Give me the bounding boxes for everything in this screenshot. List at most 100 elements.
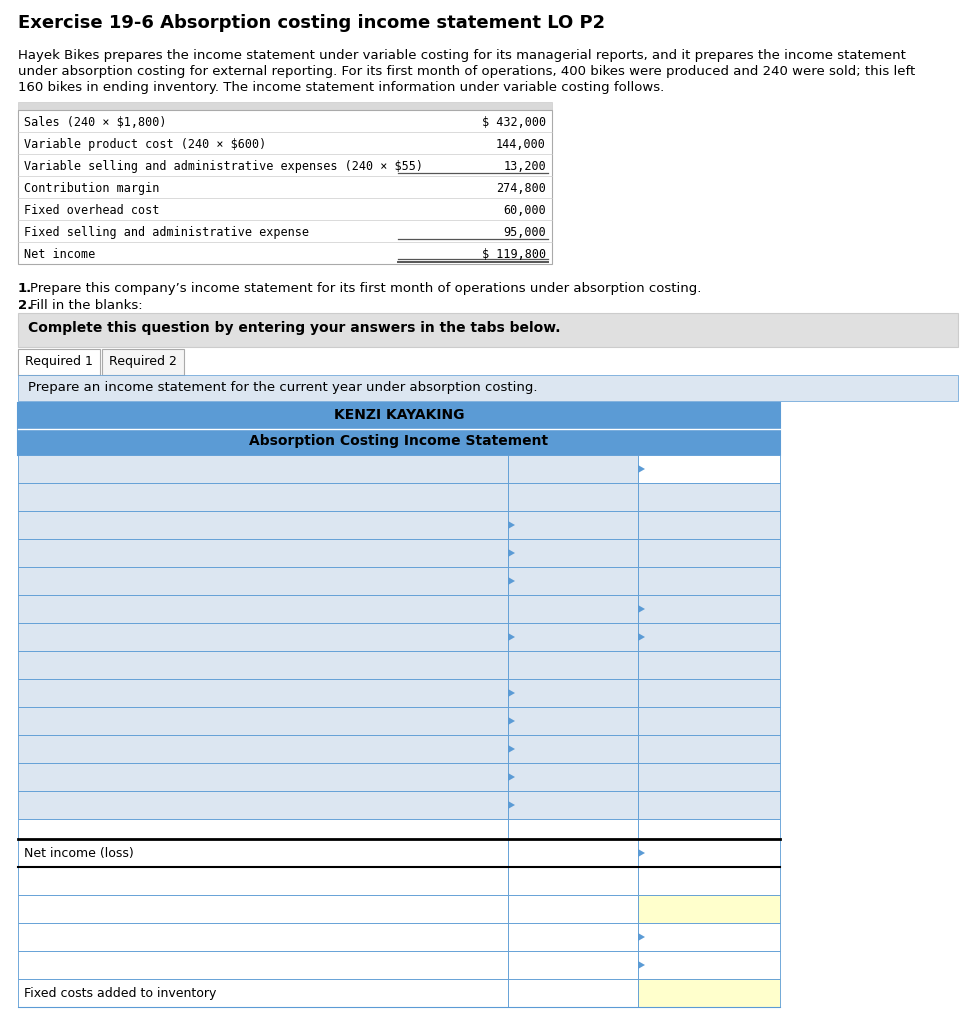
- Bar: [508, 623, 638, 651]
- Bar: [18, 867, 508, 895]
- Bar: [508, 511, 638, 539]
- Polygon shape: [508, 521, 515, 529]
- Polygon shape: [638, 961, 645, 969]
- Bar: [638, 923, 780, 951]
- Bar: [508, 839, 638, 867]
- Bar: [508, 539, 638, 567]
- Polygon shape: [508, 801, 515, 809]
- Bar: [18, 375, 958, 401]
- Bar: [18, 403, 780, 455]
- Bar: [18, 951, 508, 979]
- Bar: [18, 455, 508, 483]
- Bar: [638, 539, 780, 567]
- Text: Contribution margin: Contribution margin: [24, 182, 159, 195]
- Bar: [508, 679, 638, 707]
- Bar: [638, 455, 780, 483]
- Bar: [638, 951, 780, 979]
- Text: $ 432,000: $ 432,000: [482, 116, 546, 129]
- Bar: [638, 763, 780, 791]
- Bar: [18, 791, 508, 819]
- Text: 1.: 1.: [18, 282, 32, 295]
- Bar: [18, 895, 508, 923]
- Bar: [18, 313, 958, 347]
- Text: Exercise 19-6 Absorption costing income statement LO P2: Exercise 19-6 Absorption costing income …: [18, 14, 605, 32]
- Text: under absorption costing for external reporting. For its first month of operatio: under absorption costing for external re…: [18, 65, 916, 78]
- Bar: [18, 819, 508, 839]
- Polygon shape: [508, 633, 515, 641]
- Text: Prepare an income statement for the current year under absorption costing.: Prepare an income statement for the curr…: [28, 381, 537, 394]
- Polygon shape: [638, 465, 645, 473]
- Bar: [18, 651, 508, 679]
- Text: 274,800: 274,800: [496, 182, 546, 195]
- Bar: [638, 567, 780, 595]
- Bar: [508, 979, 638, 1007]
- Polygon shape: [508, 577, 515, 585]
- Bar: [638, 819, 780, 839]
- Bar: [638, 651, 780, 679]
- Bar: [638, 707, 780, 735]
- Text: Required 1: Required 1: [25, 355, 93, 368]
- Bar: [638, 679, 780, 707]
- Bar: [18, 923, 508, 951]
- Bar: [508, 819, 638, 839]
- Bar: [508, 707, 638, 735]
- Bar: [18, 539, 508, 567]
- Text: 2.: 2.: [18, 299, 32, 312]
- Text: $ 119,800: $ 119,800: [482, 248, 546, 261]
- Bar: [18, 511, 508, 539]
- Text: 144,000: 144,000: [496, 138, 546, 151]
- Text: Required 2: Required 2: [109, 355, 176, 368]
- Bar: [18, 763, 508, 791]
- Bar: [18, 623, 508, 651]
- Bar: [638, 623, 780, 651]
- Bar: [508, 567, 638, 595]
- Polygon shape: [638, 849, 645, 857]
- Text: Variable selling and administrative expenses (240 × $55): Variable selling and administrative expe…: [24, 160, 423, 173]
- Bar: [18, 567, 508, 595]
- Bar: [18, 839, 508, 867]
- Bar: [508, 735, 638, 763]
- Bar: [102, 349, 184, 375]
- Text: Variable product cost (240 × $600): Variable product cost (240 × $600): [24, 138, 266, 151]
- Text: Fill in the blanks:: Fill in the blanks:: [30, 299, 142, 312]
- Polygon shape: [508, 549, 515, 557]
- Bar: [18, 349, 100, 375]
- Bar: [508, 595, 638, 623]
- Text: Net income: Net income: [24, 248, 96, 261]
- Bar: [508, 763, 638, 791]
- Bar: [18, 979, 508, 1007]
- Bar: [508, 923, 638, 951]
- Bar: [508, 651, 638, 679]
- Bar: [638, 895, 780, 923]
- Text: Complete this question by entering your answers in the tabs below.: Complete this question by entering your …: [28, 321, 561, 335]
- Polygon shape: [638, 933, 645, 941]
- Bar: [18, 679, 508, 707]
- Bar: [638, 839, 780, 867]
- Text: KENZI KAYAKING: KENZI KAYAKING: [333, 408, 464, 422]
- Bar: [638, 979, 780, 1007]
- Bar: [638, 791, 780, 819]
- Polygon shape: [508, 689, 515, 697]
- Bar: [18, 595, 508, 623]
- Bar: [508, 895, 638, 923]
- Text: Absorption Costing Income Statement: Absorption Costing Income Statement: [250, 434, 549, 449]
- Text: 160 bikes in ending inventory. The income statement information under variable c: 160 bikes in ending inventory. The incom…: [18, 81, 664, 94]
- Text: Fixed selling and administrative expense: Fixed selling and administrative expense: [24, 226, 309, 239]
- Text: Prepare this company’s income statement for its first month of operations under : Prepare this company’s income statement …: [30, 282, 701, 295]
- Bar: [638, 483, 780, 511]
- Bar: [508, 951, 638, 979]
- Bar: [638, 595, 780, 623]
- Text: Fixed costs added to inventory: Fixed costs added to inventory: [24, 987, 216, 1000]
- Bar: [18, 707, 508, 735]
- Bar: [508, 483, 638, 511]
- Bar: [638, 867, 780, 895]
- Text: Hayek Bikes prepares the income statement under variable costing for its manager: Hayek Bikes prepares the income statemen…: [18, 49, 906, 62]
- Polygon shape: [508, 773, 515, 781]
- Polygon shape: [638, 605, 645, 613]
- Text: 95,000: 95,000: [503, 226, 546, 239]
- Polygon shape: [508, 717, 515, 725]
- Text: Sales (240 × $1,800): Sales (240 × $1,800): [24, 116, 167, 129]
- Text: 13,200: 13,200: [503, 160, 546, 173]
- Bar: [18, 483, 508, 511]
- Text: Net income (loss): Net income (loss): [24, 847, 134, 860]
